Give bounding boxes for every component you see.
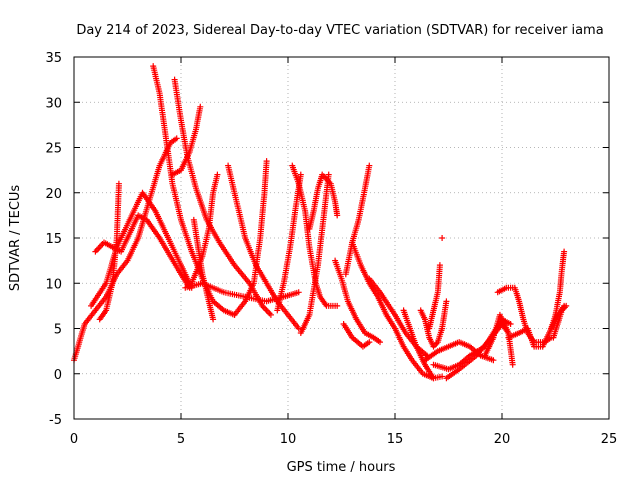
series-track-23 — [417, 298, 450, 350]
series-track-6 — [171, 76, 274, 318]
data-point — [295, 289, 302, 296]
series-track-4 — [96, 180, 122, 323]
series-track-24 — [426, 262, 443, 332]
data-point — [507, 321, 514, 327]
series-track-31 — [548, 248, 568, 332]
series-track-21 — [366, 275, 431, 359]
y-tick-label: 30 — [45, 96, 62, 111]
y-axis-label: SDTVAR / TECUs — [8, 185, 23, 292]
data-point — [115, 180, 122, 187]
data-point — [263, 158, 270, 165]
y-tick-label: 15 — [45, 232, 62, 247]
data-point — [267, 311, 274, 318]
data-point — [509, 361, 516, 368]
y-tick-label: 35 — [45, 51, 62, 66]
data-point — [366, 339, 373, 346]
series-track-27 — [443, 321, 512, 382]
series-track-3 — [92, 212, 193, 291]
series-track-22 — [400, 307, 437, 382]
x-tick-label: 0 — [70, 432, 78, 447]
data-point — [563, 302, 570, 309]
y-tick-label: 25 — [45, 142, 62, 157]
x-tick-label: 20 — [494, 432, 511, 447]
series-track-8 — [188, 171, 221, 287]
gridlines — [74, 57, 609, 419]
data-point — [561, 248, 568, 255]
series-track-14 — [274, 171, 304, 314]
x-tick-label: 5 — [177, 432, 185, 447]
y-tick-label: 10 — [45, 277, 62, 292]
data-point — [366, 162, 373, 169]
series-track-11 — [231, 158, 270, 318]
axis-ticks: 0 5 10 15 20 25 -5 0 5 10 15 20 25 30 35 — [45, 51, 617, 447]
data-point — [430, 375, 437, 382]
data-point — [210, 316, 217, 323]
data-point — [439, 373, 446, 380]
data-point — [334, 302, 341, 309]
series-track-9 — [190, 216, 217, 323]
series-track-18 — [340, 321, 373, 350]
series-track-2 — [88, 189, 195, 309]
data-point — [439, 235, 446, 241]
data-point — [297, 171, 304, 178]
y-tick-label: 5 — [54, 323, 62, 338]
data-points — [71, 63, 570, 382]
data-point — [325, 171, 332, 178]
y-tick-label: 0 — [54, 368, 62, 383]
data-point — [295, 325, 302, 332]
data-point — [436, 262, 443, 269]
data-point — [490, 357, 497, 364]
data-point — [173, 135, 180, 142]
x-axis-label: GPS time / hours — [287, 460, 396, 475]
x-tick-label: 15 — [387, 432, 404, 447]
series-track-16 — [306, 171, 341, 232]
series-track-32 — [550, 302, 570, 341]
series-isolated — [439, 235, 446, 241]
y-tick-label: -5 — [49, 413, 62, 428]
series-track-1 — [71, 135, 180, 364]
series-track-17 — [332, 257, 383, 346]
series-track-19 — [342, 162, 373, 278]
data-point — [443, 298, 450, 305]
series-track-13 — [289, 162, 341, 309]
chart-title: Day 214 of 2023, Sidereal Day-to-day VTE… — [76, 23, 603, 38]
x-tick-label: 10 — [280, 432, 297, 447]
data-point — [334, 212, 341, 219]
data-point — [197, 103, 204, 110]
series-track-29 — [494, 284, 555, 346]
data-point — [377, 339, 383, 346]
series-track-7 — [169, 103, 204, 178]
y-tick-label: 20 — [45, 187, 62, 202]
x-tick-label: 25 — [601, 432, 618, 447]
data-point — [214, 171, 221, 178]
